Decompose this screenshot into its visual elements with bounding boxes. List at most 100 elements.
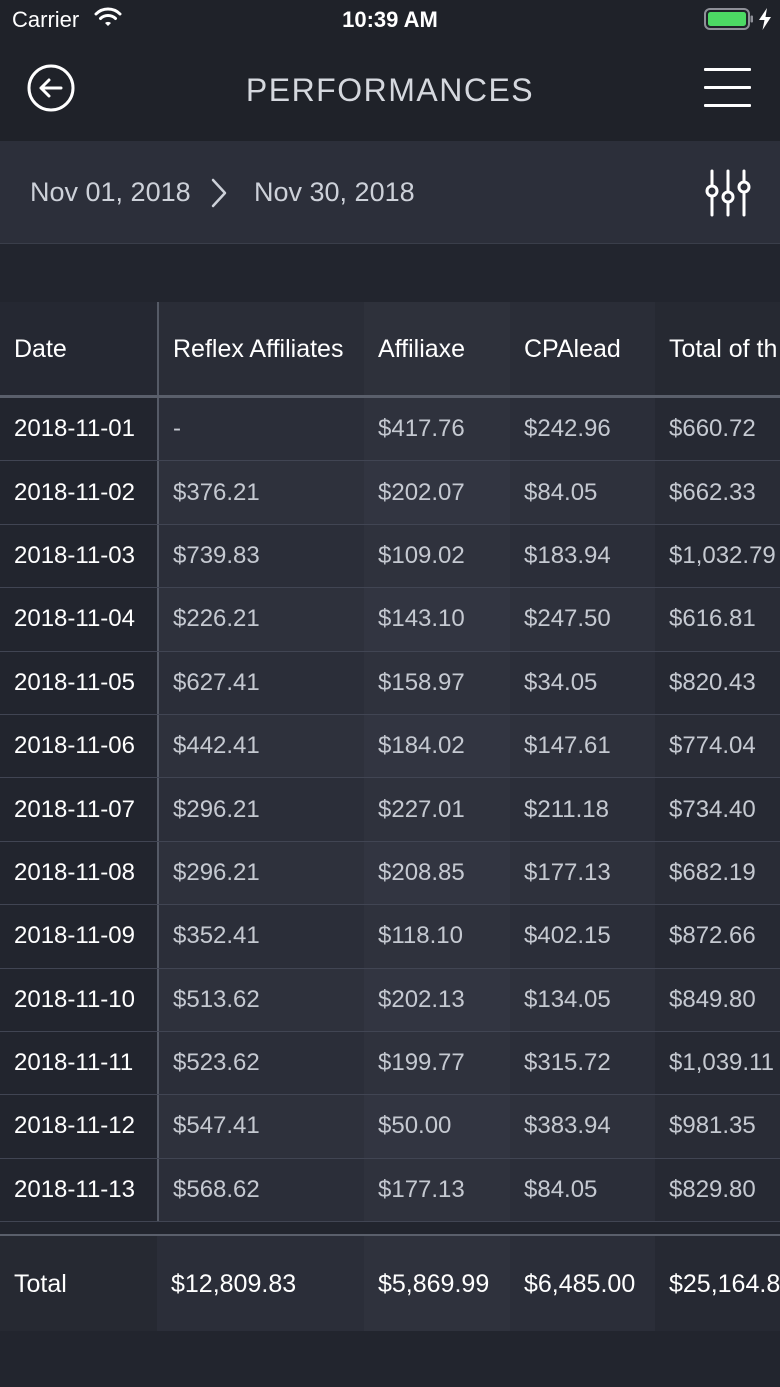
- cpalead-cell: $134.05: [510, 968, 655, 1031]
- total-cell: $820.43: [655, 651, 780, 714]
- cpalead-cell: $402.15: [510, 905, 655, 968]
- cpalead-cell: $177.13: [510, 841, 655, 905]
- reflex-affiliates-total: $12,809.83: [157, 1236, 364, 1331]
- reflex-affiliates-cell: $376.21: [157, 461, 364, 524]
- total-cell: $616.81: [655, 588, 780, 651]
- column-header-affiliaxe[interactable]: Affiliaxe: [364, 302, 510, 397]
- menu-button[interactable]: [704, 68, 752, 108]
- affiliaxe-cell: $227.01: [364, 778, 510, 841]
- table-total-row: Total $12,809.83 $5,869.99 $6,485.00 $25…: [0, 1234, 780, 1331]
- performance-table[interactable]: Date Reflex Affiliates Affiliaxe CPAlead…: [0, 302, 780, 1331]
- table-row[interactable]: 2018-11-11 $523.62 $199.77 $315.72 $1,03…: [0, 1031, 780, 1096]
- start-date-field[interactable]: Nov 01, 2018: [30, 177, 191, 207]
- cpalead-cell: $247.50: [510, 588, 655, 651]
- column-header-reflex-affiliates[interactable]: Reflex Affiliates: [157, 302, 364, 397]
- date-cell: 2018-11-08: [0, 841, 157, 905]
- chevron-right-icon: [208, 177, 230, 214]
- affiliaxe-cell: $208.85: [364, 841, 510, 905]
- cpalead-cell: $34.05: [510, 651, 655, 714]
- header-divider: [0, 395, 780, 398]
- table-row[interactable]: 2018-11-01 - $417.76 $242.96 $660.72: [0, 398, 780, 462]
- navigation-bar: PERFORMANCES: [0, 40, 780, 141]
- date-cell: 2018-11-11: [0, 1031, 157, 1095]
- table-row[interactable]: 2018-11-07 $296.21 $227.01 $211.18 $734.…: [0, 778, 780, 842]
- reflex-affiliates-cell: $627.41: [157, 651, 364, 714]
- total-cell: $1,032.79: [655, 524, 780, 588]
- battery-icon: [704, 7, 754, 36]
- reflex-affiliates-cell: $547.41: [157, 1095, 364, 1158]
- reflex-affiliates-cell: $352.41: [157, 905, 364, 968]
- total-cell: $829.80: [655, 1158, 780, 1222]
- affiliaxe-cell: $417.76: [364, 398, 510, 461]
- affiliaxe-cell: $184.02: [364, 714, 510, 778]
- reflex-affiliates-cell: $523.62: [157, 1031, 364, 1095]
- total-cell: $872.66: [655, 905, 780, 968]
- reflex-affiliates-cell: $296.21: [157, 778, 364, 841]
- reflex-affiliates-cell: -: [157, 398, 364, 461]
- reflex-affiliates-cell: $739.83: [157, 524, 364, 588]
- end-date-field[interactable]: Nov 30, 2018: [254, 177, 415, 207]
- date-cell: 2018-11-01: [0, 398, 157, 461]
- arrow-left-circle-icon: [27, 64, 75, 112]
- table-row[interactable]: 2018-11-03 $739.83 $109.02 $183.94 $1,03…: [0, 524, 780, 589]
- reflex-affiliates-cell: $226.21: [157, 588, 364, 651]
- cpalead-cell: $315.72: [510, 1031, 655, 1095]
- date-cell: 2018-11-09: [0, 905, 157, 968]
- total-cell: $1,039.11: [655, 1031, 780, 1095]
- total-cell: $662.33: [655, 461, 780, 524]
- cpalead-cell: $84.05: [510, 461, 655, 524]
- date-cell: 2018-11-03: [0, 524, 157, 588]
- table-row[interactable]: 2018-11-10 $513.62 $202.13 $134.05 $849.…: [0, 968, 780, 1032]
- total-cell: $981.35: [655, 1095, 780, 1158]
- table-row[interactable]: 2018-11-13 $568.62 $177.13 $84.05 $829.8…: [0, 1158, 780, 1223]
- charging-bolt-icon: [758, 8, 772, 35]
- reflex-affiliates-cell: $513.62: [157, 968, 364, 1031]
- column-header-cpalead[interactable]: CPAlead: [510, 302, 655, 397]
- date-cell: 2018-11-02: [0, 461, 157, 524]
- table-row[interactable]: 2018-11-09 $352.41 $118.10 $402.15 $872.…: [0, 905, 780, 969]
- reflex-affiliates-cell: $442.41: [157, 714, 364, 778]
- cpalead-cell: $84.05: [510, 1158, 655, 1222]
- table-row[interactable]: 2018-11-02 $376.21 $202.07 $84.05 $662.3…: [0, 461, 780, 525]
- sliders-icon: [705, 169, 751, 217]
- date-cell: 2018-11-06: [0, 714, 157, 778]
- affiliaxe-cell: $50.00: [364, 1095, 510, 1158]
- column-header-date[interactable]: Date: [0, 302, 157, 397]
- table-row[interactable]: 2018-11-12 $547.41 $50.00 $383.94 $981.3…: [0, 1095, 780, 1159]
- cpalead-cell: $211.18: [510, 778, 655, 841]
- wifi-icon: [94, 6, 122, 33]
- total-cell: $682.19: [655, 841, 780, 905]
- back-button[interactable]: [27, 64, 75, 112]
- cpalead-cell: $147.61: [510, 714, 655, 778]
- table-row[interactable]: 2018-11-06 $442.41 $184.02 $147.61 $774.…: [0, 714, 780, 779]
- grand-total: $25,164.8: [655, 1236, 780, 1331]
- date-cell: 2018-11-10: [0, 968, 157, 1031]
- affiliaxe-cell: $202.07: [364, 461, 510, 524]
- table-row[interactable]: 2018-11-04 $226.21 $143.10 $247.50 $616.…: [0, 588, 780, 652]
- status-bar: Carrier 10:39 AM: [0, 0, 780, 40]
- column-header-total[interactable]: Total of th: [655, 302, 780, 397]
- total-cell: $734.40: [655, 778, 780, 841]
- affiliaxe-total: $5,869.99: [364, 1236, 510, 1331]
- page-title: PERFORMANCES: [245, 72, 535, 108]
- carrier-label: Carrier: [12, 7, 80, 32]
- total-cell: $774.04: [655, 714, 780, 778]
- table-row[interactable]: 2018-11-08 $296.21 $208.85 $177.13 $682.…: [0, 841, 780, 906]
- status-time: 10:39 AM: [342, 7, 438, 32]
- cpalead-total: $6,485.00: [510, 1236, 655, 1331]
- affiliaxe-cell: $199.77: [364, 1031, 510, 1095]
- affiliaxe-cell: $143.10: [364, 588, 510, 651]
- affiliaxe-cell: $202.13: [364, 968, 510, 1031]
- date-range-bar: Nov 01, 2018 Nov 30, 2018: [0, 141, 780, 244]
- cpalead-cell: $383.94: [510, 1095, 655, 1158]
- date-cell: 2018-11-12: [0, 1095, 157, 1158]
- date-cell: 2018-11-13: [0, 1158, 157, 1222]
- date-cell: 2018-11-07: [0, 778, 157, 841]
- affiliaxe-cell: $109.02: [364, 524, 510, 588]
- table-row[interactable]: 2018-11-05 $627.41 $158.97 $34.05 $820.4…: [0, 651, 780, 715]
- filter-button[interactable]: [703, 168, 753, 218]
- affiliaxe-cell: $158.97: [364, 651, 510, 714]
- affiliaxe-cell: $177.13: [364, 1158, 510, 1222]
- total-cell: $660.72: [655, 398, 780, 461]
